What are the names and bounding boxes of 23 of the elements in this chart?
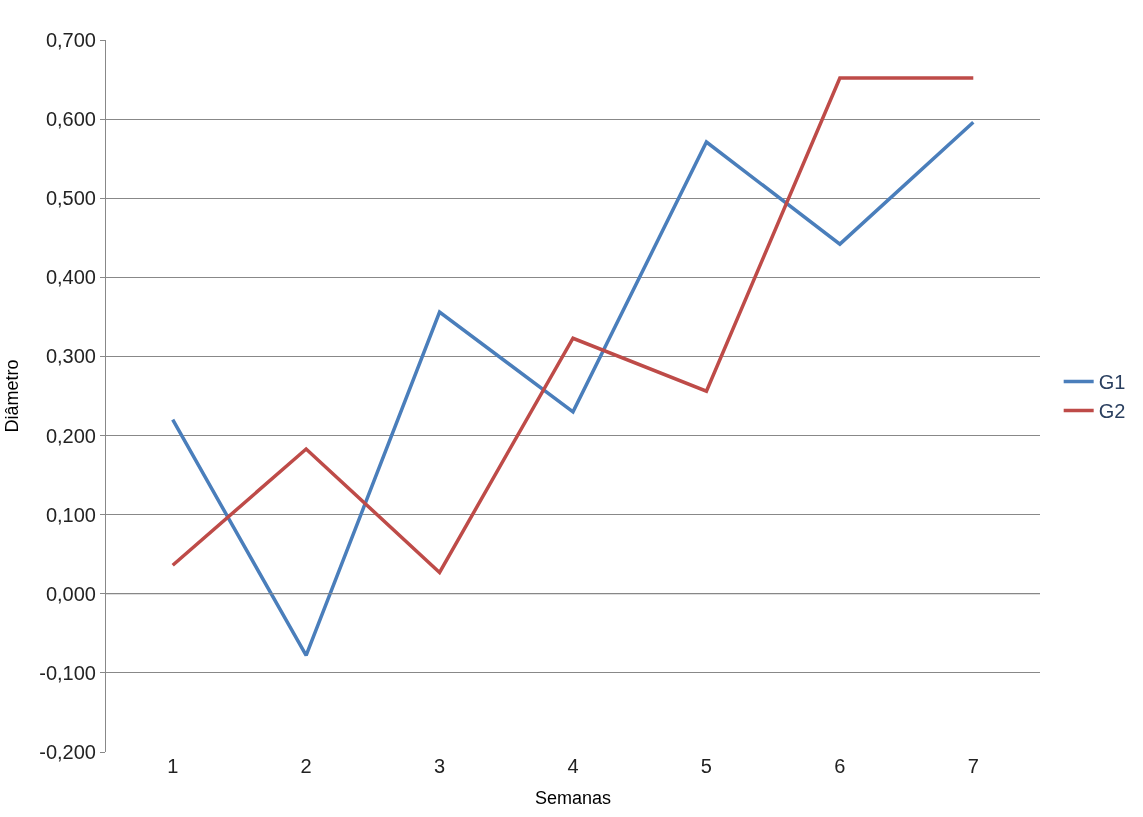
x-tick-label: 4 [567, 755, 579, 777]
y-tick-label: 0,200 [45, 424, 96, 447]
y-tick-label: -0,100 [39, 661, 96, 684]
x-tick-label: 7 [967, 755, 979, 777]
legend-label: G1 [1098, 371, 1126, 394]
y-axis-title: Diâmetro [2, 359, 23, 433]
x-tick-label: 1 [167, 755, 179, 777]
y-tick-label: 0,500 [45, 187, 96, 210]
x-axis-title: Semanas [534, 788, 612, 809]
x-tick-label: 2 [300, 755, 312, 777]
y-tick-label: 0,000 [45, 582, 96, 605]
x-tick-label: 3 [434, 755, 446, 777]
y-tick-label: 0,700 [45, 29, 96, 51]
line-series [170, 120, 976, 658]
legend-label: G2 [1098, 400, 1126, 423]
y-tick-label: 0,100 [45, 503, 96, 526]
x-tick-label: 6 [834, 755, 846, 777]
y-tick-label: 0,600 [45, 108, 96, 131]
y-tick-label: 0,400 [45, 266, 96, 289]
line-series [170, 76, 976, 575]
y-tick-label: 0,300 [45, 345, 96, 368]
x-tick-label: 5 [700, 755, 712, 777]
y-tick-label: -0,200 [39, 741, 96, 763]
